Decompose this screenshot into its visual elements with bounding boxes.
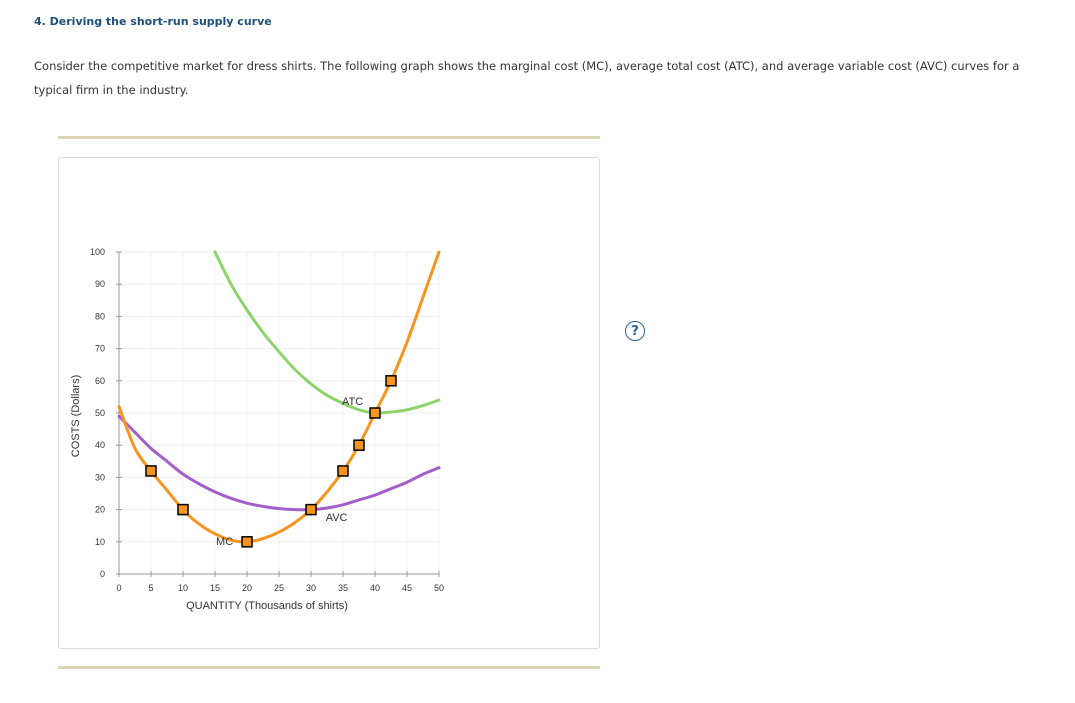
- avc-label: AVC: [326, 512, 348, 524]
- x-tick-label: 40: [370, 583, 380, 593]
- atc-label: ATC: [342, 396, 363, 408]
- y-tick-label: 90: [95, 279, 105, 289]
- avc-curve: [117, 414, 441, 512]
- cost-curves-chart: 0 10 20 30 40 50 60 70 80 90 100 0 5 10 15 20 25 30 35 40 45…: [70, 247, 444, 612]
- y-tick-label: 100: [90, 247, 105, 257]
- x-tick-label: 50: [434, 583, 444, 593]
- mc-point: [385, 375, 397, 387]
- y-tick-label: 0: [100, 569, 105, 579]
- bottom-divider: [58, 666, 600, 669]
- y-tick-label: 60: [95, 376, 105, 386]
- y-axis-title: COSTS (Dollars): [70, 375, 82, 458]
- atc-curve: [213, 250, 441, 415]
- question-title: 4. Deriving the short-run supply curve: [34, 15, 272, 28]
- y-tick-label: 40: [95, 440, 105, 450]
- x-tick-label: 45: [402, 583, 412, 593]
- x-tick-label: 5: [148, 583, 153, 593]
- mc-point: [305, 503, 317, 516]
- mc-point: [369, 407, 381, 419]
- x-axis-title: QUANTITY (Thousands of shirts): [186, 600, 348, 612]
- x-tick-label: 15: [210, 583, 220, 593]
- y-tick-label: 70: [95, 344, 105, 354]
- mc-point: [241, 536, 253, 548]
- mc-point: [337, 465, 349, 477]
- x-tick-label: 30: [306, 583, 316, 593]
- x-tick-label: 25: [274, 583, 284, 593]
- y-tick-label: 50: [95, 408, 105, 418]
- x-tick-label: 20: [242, 583, 252, 593]
- question-intro: Consider the competitive market for dres…: [34, 59, 1020, 97]
- mc-label: MC: [216, 536, 233, 548]
- mc-point: [177, 503, 189, 516]
- x-tick-label: 10: [178, 583, 188, 593]
- graph-panel: ? 0 10 20 30 40 50 60 70 80 90 100 0 5 10 15 20 25 30 35 40…: [58, 157, 645, 649]
- mc-point: [145, 465, 157, 477]
- y-tick-label: 20: [95, 505, 105, 515]
- y-tick-label: 80: [95, 311, 105, 321]
- help-icon[interactable]: ?: [625, 321, 645, 341]
- y-tick-label: 10: [95, 537, 105, 547]
- y-tick-label: 30: [95, 472, 105, 482]
- mc-curve: [117, 250, 441, 544]
- x-tick-label: 0: [116, 583, 121, 593]
- x-tick-label: 35: [338, 583, 348, 593]
- mc-point: [353, 439, 365, 451]
- top-divider: [58, 136, 600, 139]
